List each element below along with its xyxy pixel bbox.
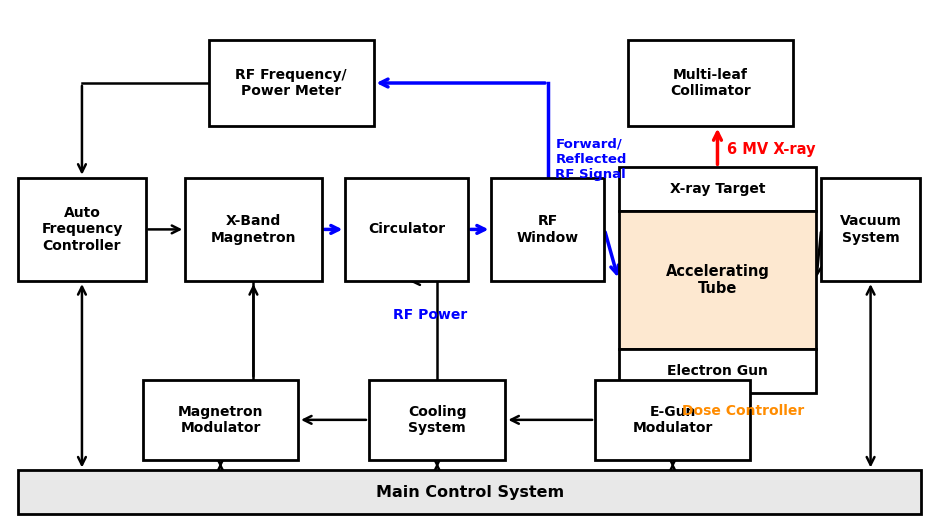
FancyBboxPatch shape [820,178,919,281]
FancyBboxPatch shape [491,178,604,281]
FancyBboxPatch shape [618,212,816,349]
FancyBboxPatch shape [595,380,750,460]
Text: Cooling
System: Cooling System [408,405,466,435]
FancyBboxPatch shape [185,178,321,281]
Text: RF Power: RF Power [393,308,466,322]
Text: Multi-leaf
Collimator: Multi-leaf Collimator [669,68,750,98]
Text: RF Frequency/
Power Meter: RF Frequency/ Power Meter [235,68,346,98]
FancyBboxPatch shape [18,178,145,281]
FancyBboxPatch shape [368,380,505,460]
Text: X-ray Target: X-ray Target [669,182,765,196]
Text: Magnetron
Modulator: Magnetron Modulator [177,405,263,435]
FancyBboxPatch shape [618,349,816,393]
Text: Circulator: Circulator [367,222,445,237]
FancyBboxPatch shape [209,40,373,126]
Text: Forward/
Reflected
RF Signal: Forward/ Reflected RF Signal [555,138,626,181]
Text: E-Gun
Modulator: E-Gun Modulator [632,405,712,435]
FancyBboxPatch shape [18,470,920,514]
Text: Accelerating
Tube: Accelerating Tube [665,264,768,296]
FancyBboxPatch shape [345,178,467,281]
Text: Electron Gun: Electron Gun [666,364,767,378]
Text: 6 MV X-ray: 6 MV X-ray [726,142,815,157]
FancyBboxPatch shape [618,167,816,212]
Text: Main Control System: Main Control System [375,485,564,500]
Text: Dose Controller: Dose Controller [682,404,803,418]
Text: Vacuum
System: Vacuum System [839,214,901,244]
FancyBboxPatch shape [628,40,792,126]
Text: Auto
Frequency
Controller: Auto Frequency Controller [42,206,123,253]
Text: X-Band
Magnetron: X-Band Magnetron [211,214,295,244]
FancyBboxPatch shape [143,380,298,460]
Text: RF
Window: RF Window [516,214,579,244]
